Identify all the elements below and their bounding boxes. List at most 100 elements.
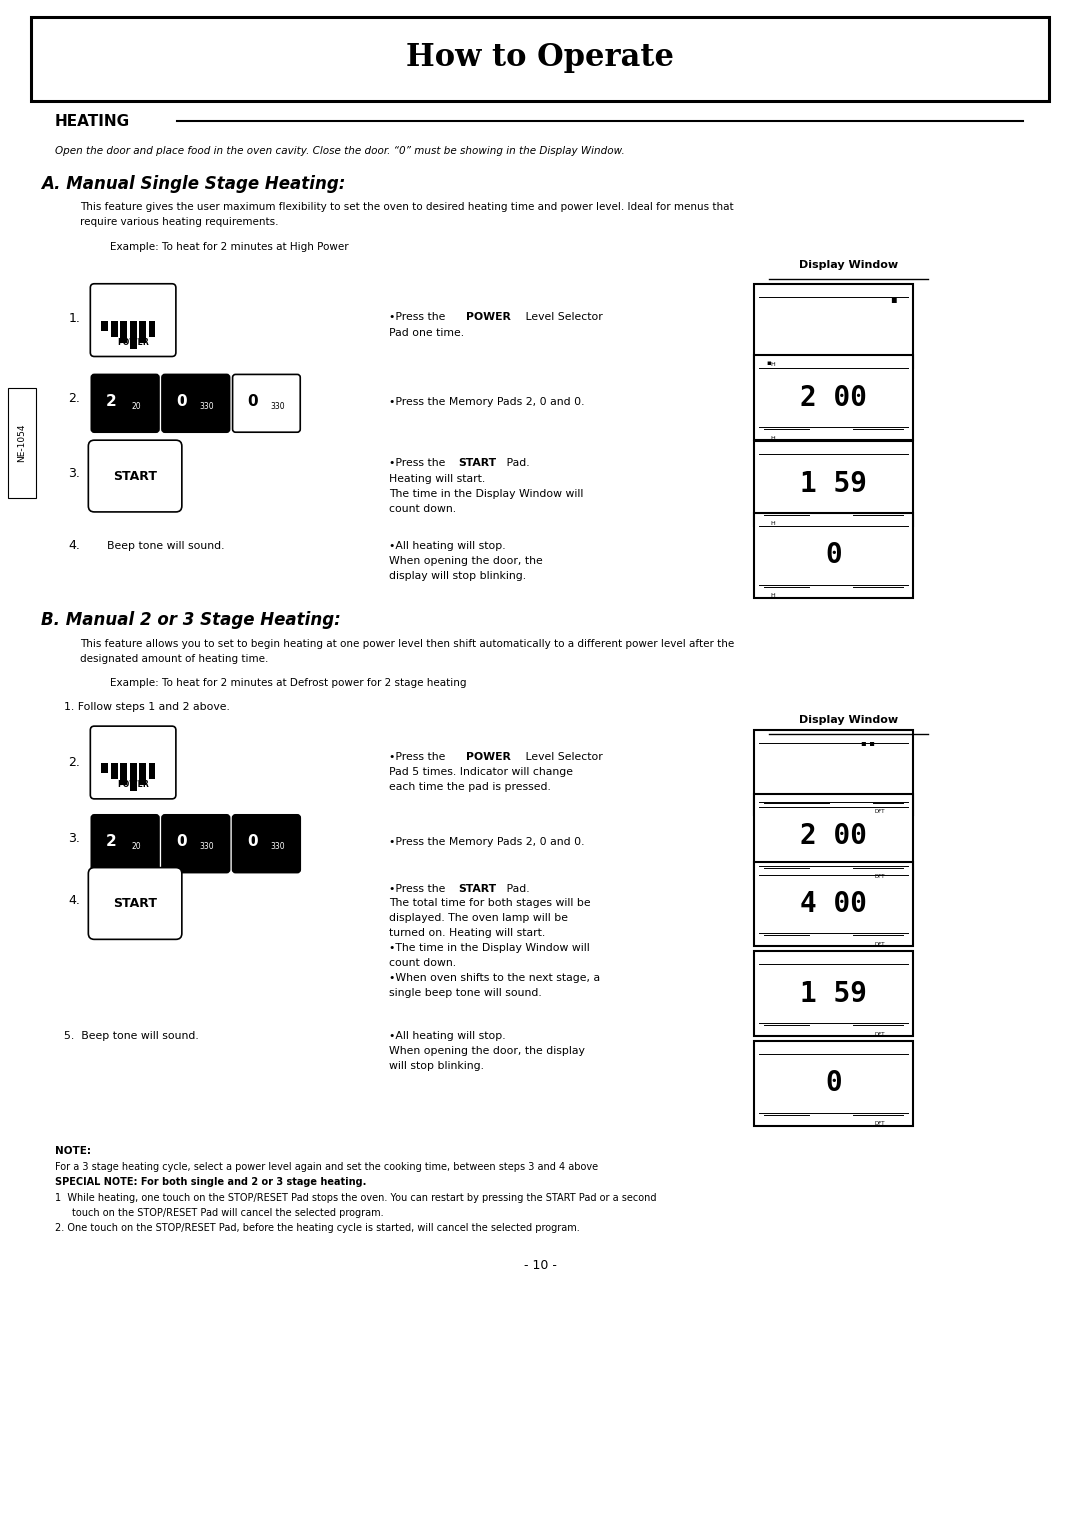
Text: H: H bbox=[770, 362, 775, 366]
Bar bbox=[111, 321, 118, 336]
Text: 2: 2 bbox=[106, 834, 117, 849]
Text: NE-1054: NE-1054 bbox=[17, 425, 26, 463]
Text: 330: 330 bbox=[270, 402, 285, 411]
Text: This feature allows you to set to begin heating at one power level then shift au: This feature allows you to set to begin … bbox=[80, 640, 734, 649]
Text: Example: To heat for 2 minutes at Defrost power for 2 stage heating: Example: To heat for 2 minutes at Defros… bbox=[110, 678, 467, 689]
FancyBboxPatch shape bbox=[754, 356, 913, 440]
Text: 3.: 3. bbox=[68, 467, 80, 479]
FancyBboxPatch shape bbox=[30, 17, 1050, 101]
FancyBboxPatch shape bbox=[232, 815, 300, 872]
Text: DFT: DFT bbox=[875, 873, 886, 880]
Text: 4.: 4. bbox=[68, 893, 80, 907]
FancyBboxPatch shape bbox=[754, 513, 913, 597]
Text: Example: To heat for 2 minutes at High Power: Example: To heat for 2 minutes at High P… bbox=[110, 241, 349, 252]
FancyBboxPatch shape bbox=[754, 730, 913, 815]
Text: H: H bbox=[770, 435, 775, 441]
Text: single beep tone will sound.: single beep tone will sound. bbox=[389, 988, 541, 999]
Text: 0: 0 bbox=[247, 834, 258, 849]
Text: Pad one time.: Pad one time. bbox=[389, 328, 464, 337]
Text: Pad 5 times. Indicator will change: Pad 5 times. Indicator will change bbox=[389, 767, 572, 777]
Text: •Press the: •Press the bbox=[389, 312, 448, 322]
Text: •Press the Memory Pads 2, 0 and 0.: •Press the Memory Pads 2, 0 and 0. bbox=[389, 397, 584, 408]
Text: •All heating will stop.: •All heating will stop. bbox=[389, 1031, 505, 1041]
Text: will stop blinking.: will stop blinking. bbox=[389, 1061, 484, 1070]
Text: Heating will start.: Heating will start. bbox=[389, 473, 485, 484]
FancyBboxPatch shape bbox=[754, 951, 913, 1035]
Text: touch on the STOP/RESET Pad will cancel the selected program.: touch on the STOP/RESET Pad will cancel … bbox=[72, 1208, 384, 1219]
Bar bbox=[120, 764, 127, 785]
Text: 1 59: 1 59 bbox=[800, 469, 867, 498]
Text: 1  While heating, one touch on the STOP/RESET Pad stops the oven. You can restar: 1 While heating, one touch on the STOP/R… bbox=[54, 1194, 656, 1203]
Text: When opening the door, the display: When opening the door, the display bbox=[389, 1046, 584, 1057]
Text: 0: 0 bbox=[247, 394, 258, 409]
Bar bbox=[130, 764, 136, 791]
Text: 1.: 1. bbox=[68, 312, 80, 325]
Text: POWER: POWER bbox=[467, 312, 511, 322]
Text: 1. Follow steps 1 and 2 above.: 1. Follow steps 1 and 2 above. bbox=[65, 702, 230, 712]
Bar bbox=[102, 321, 108, 330]
FancyBboxPatch shape bbox=[91, 284, 176, 356]
Text: A. Manual Single Stage Heating:: A. Manual Single Stage Heating: bbox=[41, 176, 345, 192]
Text: count down.: count down. bbox=[389, 504, 456, 515]
Text: POWER: POWER bbox=[118, 780, 149, 789]
Text: Open the door and place food in the oven cavity. Close the door. “0” must be sho: Open the door and place food in the oven… bbox=[54, 147, 624, 156]
Text: 2.: 2. bbox=[68, 756, 80, 768]
Text: •Press the: •Press the bbox=[389, 751, 448, 762]
Text: 20: 20 bbox=[132, 402, 140, 411]
Text: DFT: DFT bbox=[875, 809, 886, 814]
Text: H: H bbox=[770, 521, 775, 527]
Text: designated amount of heating time.: designated amount of heating time. bbox=[80, 655, 269, 664]
FancyBboxPatch shape bbox=[91, 727, 176, 799]
Text: 3.: 3. bbox=[68, 832, 80, 846]
Text: •Press the: •Press the bbox=[389, 458, 448, 469]
Bar bbox=[120, 321, 127, 342]
Text: The time in the Display Window will: The time in the Display Window will bbox=[389, 489, 583, 499]
Text: 0: 0 bbox=[825, 1069, 841, 1098]
Text: displayed. The oven lamp will be: displayed. The oven lamp will be bbox=[389, 913, 568, 924]
Text: ▪: ▪ bbox=[890, 293, 896, 304]
Text: Pad.: Pad. bbox=[503, 884, 530, 893]
Text: 1 59: 1 59 bbox=[800, 980, 867, 1008]
Bar bbox=[149, 321, 156, 336]
Bar bbox=[139, 764, 146, 785]
Text: START: START bbox=[458, 458, 497, 469]
Text: •Press the: •Press the bbox=[389, 884, 448, 893]
Text: 2. One touch on the STOP/RESET Pad, before the heating cycle is started, will ca: 2. One touch on the STOP/RESET Pad, befo… bbox=[54, 1223, 579, 1234]
FancyBboxPatch shape bbox=[92, 374, 159, 432]
Text: START: START bbox=[458, 884, 497, 893]
FancyBboxPatch shape bbox=[754, 794, 913, 878]
FancyBboxPatch shape bbox=[754, 441, 913, 525]
Text: turned on. Heating will start.: turned on. Heating will start. bbox=[389, 928, 545, 939]
Text: 0: 0 bbox=[176, 834, 187, 849]
Text: •When oven shifts to the next stage, a: •When oven shifts to the next stage, a bbox=[389, 973, 599, 983]
Text: This feature gives the user maximum flexibility to set the oven to desired heati: This feature gives the user maximum flex… bbox=[80, 202, 734, 212]
Text: H: H bbox=[770, 592, 775, 599]
Text: For a 3 stage heating cycle, select a power level again and set the cooking time: For a 3 stage heating cycle, select a po… bbox=[54, 1162, 597, 1171]
Text: SPECIAL NOTE: For both single and 2 or 3 stage heating.: SPECIAL NOTE: For both single and 2 or 3… bbox=[54, 1177, 366, 1188]
Text: 20: 20 bbox=[132, 843, 140, 851]
Text: Display Window: Display Window bbox=[799, 260, 897, 270]
FancyBboxPatch shape bbox=[8, 388, 36, 498]
Text: START: START bbox=[113, 896, 157, 910]
Text: DFT: DFT bbox=[875, 1032, 886, 1037]
Text: each time the pad is pressed.: each time the pad is pressed. bbox=[389, 782, 551, 793]
Bar bbox=[149, 764, 156, 779]
Text: 330: 330 bbox=[200, 402, 214, 411]
Text: 2.: 2. bbox=[68, 392, 80, 405]
Bar bbox=[130, 321, 136, 348]
Text: 4 00: 4 00 bbox=[800, 890, 867, 918]
FancyBboxPatch shape bbox=[89, 440, 181, 512]
Text: require various heating requirements.: require various heating requirements. bbox=[80, 217, 279, 228]
Text: •All heating will stop.: •All heating will stop. bbox=[389, 541, 505, 551]
FancyBboxPatch shape bbox=[754, 284, 913, 368]
Text: ▪ ▪: ▪ ▪ bbox=[862, 739, 875, 748]
Text: 2: 2 bbox=[106, 394, 117, 409]
FancyBboxPatch shape bbox=[89, 867, 181, 939]
Text: Level Selector: Level Selector bbox=[522, 751, 603, 762]
Text: ▪: ▪ bbox=[767, 360, 771, 366]
Text: POWER: POWER bbox=[118, 337, 149, 347]
FancyBboxPatch shape bbox=[162, 815, 230, 872]
Text: 0: 0 bbox=[176, 394, 187, 409]
Text: •The time in the Display Window will: •The time in the Display Window will bbox=[389, 944, 590, 953]
Text: 5.  Beep tone will sound.: 5. Beep tone will sound. bbox=[65, 1031, 199, 1041]
